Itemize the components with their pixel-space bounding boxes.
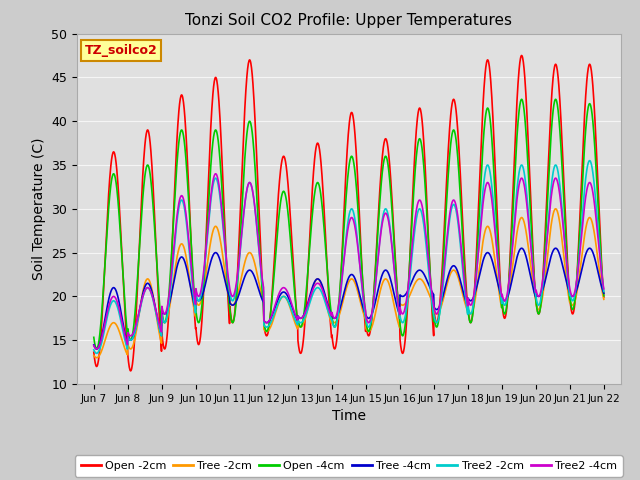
Y-axis label: Soil Temperature (C): Soil Temperature (C) <box>31 138 45 280</box>
Title: Tonzi Soil CO2 Profile: Upper Temperatures: Tonzi Soil CO2 Profile: Upper Temperatur… <box>186 13 512 28</box>
Legend: Open -2cm, Tree -2cm, Open -4cm, Tree -4cm, Tree2 -2cm, Tree2 -4cm: Open -2cm, Tree -2cm, Open -4cm, Tree -4… <box>75 456 623 477</box>
Text: TZ_soilco2: TZ_soilco2 <box>85 44 157 57</box>
X-axis label: Time: Time <box>332 409 366 423</box>
